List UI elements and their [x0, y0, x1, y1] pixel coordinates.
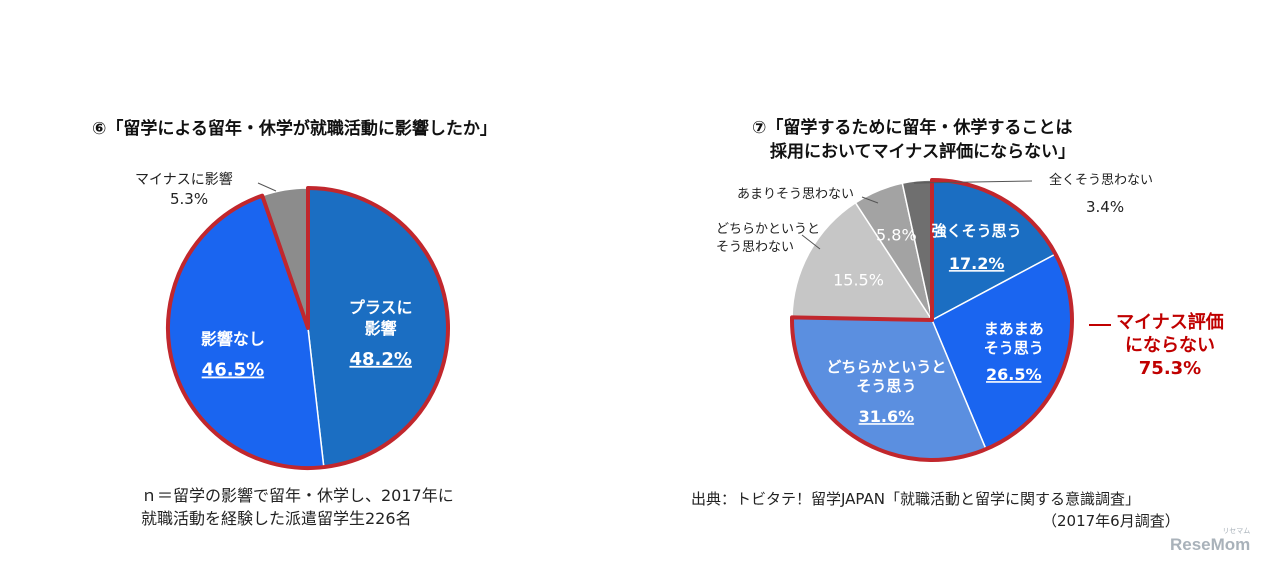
chart2-summary-line2: にならない — [1125, 335, 1215, 356]
chart2-slice-2-label-0: どちらかというと — [826, 358, 946, 376]
chart2-svg: 強くそう思う17.2%まあまあそう思う26.5%どちらかというとそう思う31.6… — [790, 178, 1074, 462]
chart1-minus-label: マイナスに影響 — [135, 172, 233, 188]
chart2-summary-line3: 75.3% — [1138, 358, 1202, 379]
chart2-slice-0-label-0: 強くそう思う — [932, 222, 1022, 240]
chart1-title: ⑥「留学による留年・休学が就職活動に影響したか」 — [92, 119, 497, 139]
brand-tag: リセマム — [1222, 527, 1251, 535]
chart2-title-line1: ⑦「留学するために留年・休学することは — [752, 118, 1073, 138]
chart1-slice-0-label-0: プラスに — [349, 298, 413, 317]
chart2-label-amari: あまりそう思わない — [737, 187, 855, 202]
chart2-source-line1: 出典：トビタテ！留学JAPAN「就職活動と留学に関する意識調査」 — [691, 490, 1140, 508]
chart2-slice-1-label-0: まあまあ — [984, 320, 1044, 338]
chart2-slice-2-label-1: そう思う — [856, 377, 916, 395]
chart2-title-line2: 採用においてマイナス評価にならない」 — [770, 142, 1076, 162]
chart2-leader-line-2 — [801, 234, 821, 250]
chart1-highlight-outline — [166, 186, 450, 470]
chart1-slice-0-label-1: 影響 — [365, 319, 397, 338]
chart2-label-zenku: 全くそう思わない — [1049, 173, 1154, 188]
chart1-slice-1-label-0: 影響なし — [201, 330, 265, 349]
chart2-leader-line-0 — [913, 180, 1033, 184]
chart2-label-dochiranai-2: そう思わない — [716, 240, 795, 255]
chart2-leader-line-1 — [861, 196, 879, 204]
chart2-highlight-outline — [790, 178, 1074, 462]
chart2-source-line2: （2017年6月調査） — [1042, 512, 1180, 530]
chart1-slice-1-value: 46.5% — [202, 360, 264, 381]
chart1-note-line2: 就職活動を経験した派遣留学生226名 — [141, 509, 412, 528]
chart2-summary-dash — [1089, 324, 1111, 326]
chart2-slice-2-value: 31.6% — [859, 407, 915, 426]
chart2-label-dochiranai-1: どちらかというと — [716, 222, 821, 237]
chart1-leader-line — [257, 182, 277, 192]
chart2-slice-3-value: 15.5% — [833, 270, 884, 289]
chart2-slice-1-value: 26.5% — [986, 365, 1042, 384]
chart2-slice-4-value: 5.8% — [876, 226, 917, 245]
chart2-summary: マイナス評価 にならない 75.3% — [1110, 311, 1230, 380]
chart2-value-zenku: 3.4% — [1086, 198, 1125, 216]
chart2-slice-1-label-1: そう思う — [984, 339, 1044, 357]
chart1-slice-0-value: 48.2% — [349, 349, 411, 370]
chart1-minus-value: 5.3% — [170, 190, 209, 208]
chart1-note-line1: ｎ＝留学の影響で留年・休学し、2017年に — [141, 486, 454, 505]
chart2-slice-0-value: 17.2% — [949, 254, 1005, 273]
brand-logo: リセマム ReseMom — [1170, 527, 1250, 555]
chart2-summary-line1: マイナス評価 — [1116, 312, 1224, 333]
chart2-slice-3 — [791, 201, 934, 321]
brand-text: ReseMom — [1170, 535, 1251, 554]
